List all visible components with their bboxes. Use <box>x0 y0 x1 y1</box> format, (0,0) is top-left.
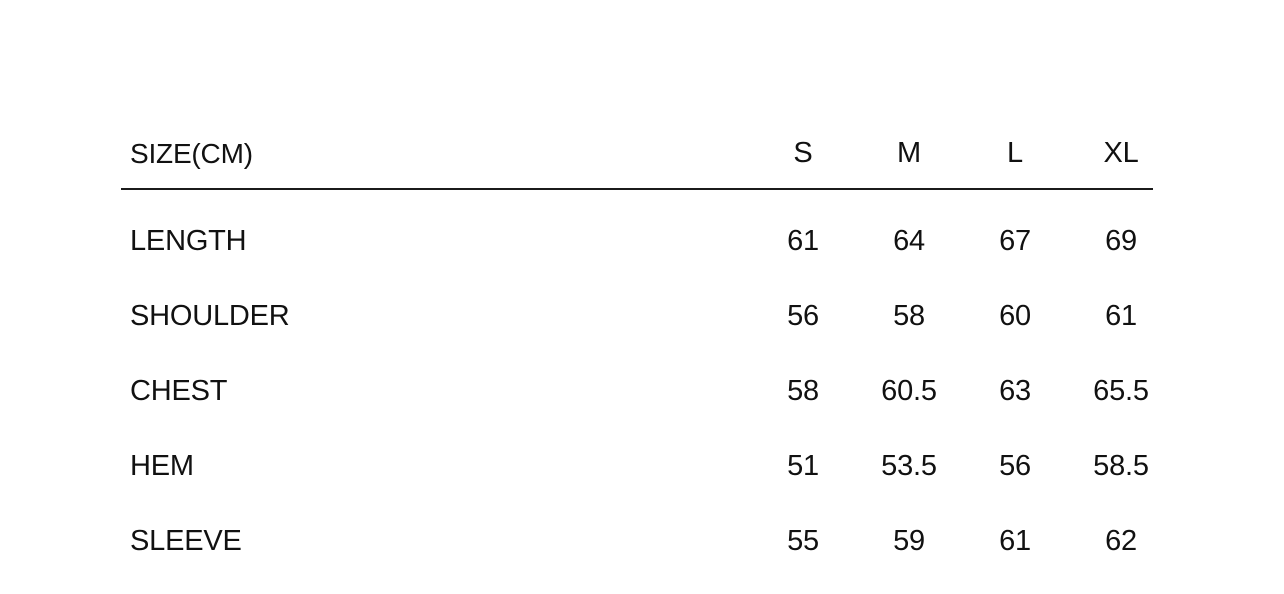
cell-value: 56 <box>999 450 1031 482</box>
row-label: CHEST <box>130 375 228 407</box>
table-row-length: LENGTH 61 64 67 69 <box>121 204 1174 279</box>
cell-value: 61 <box>1105 300 1137 332</box>
column-header-m: M <box>897 137 921 169</box>
column-header-s: S <box>793 137 813 169</box>
table-row-sleeve: SLEEVE 55 59 61 62 <box>121 504 1174 579</box>
table-body: LENGTH 61 64 67 69 SHOULDER 56 58 60 61 … <box>121 204 1174 579</box>
table-row-chest: CHEST 58 60.5 63 65.5 <box>121 354 1174 429</box>
cell-value: 60.5 <box>881 375 937 407</box>
cell-value: 67 <box>999 225 1031 257</box>
cell-value: 60 <box>999 300 1031 332</box>
cell-value: 56 <box>787 300 819 332</box>
row-label: SLEEVE <box>130 525 242 557</box>
table-row-hem: HEM 51 53.5 56 58.5 <box>121 429 1174 504</box>
size-chart-header-row: SIZE(CM) S M L XL <box>121 137 1174 169</box>
column-header-xl: XL <box>1103 137 1139 169</box>
row-label: SHOULDER <box>130 300 290 332</box>
header-divider <box>121 188 1153 190</box>
column-header-l: L <box>1007 137 1023 169</box>
cell-value: 62 <box>1105 525 1137 557</box>
cell-value: 51 <box>787 450 819 482</box>
size-chart-table: SIZE(CM) S M L XL LENGTH 61 64 67 69 SHO… <box>121 137 1174 579</box>
table-row-shoulder: SHOULDER 56 58 60 61 <box>121 279 1174 354</box>
cell-value: 58.5 <box>1093 450 1149 482</box>
row-label: LENGTH <box>130 225 247 257</box>
cell-value: 64 <box>893 225 925 257</box>
cell-value: 58 <box>893 300 925 332</box>
cell-value: 58 <box>787 375 819 407</box>
cell-value: 63 <box>999 375 1031 407</box>
row-label: HEM <box>130 450 194 482</box>
cell-value: 53.5 <box>881 450 937 482</box>
cell-value: 55 <box>787 525 819 557</box>
cell-value: 61 <box>999 525 1031 557</box>
cell-value: 59 <box>893 525 925 557</box>
cell-value: 61 <box>787 225 819 257</box>
cell-value: 69 <box>1105 225 1137 257</box>
cell-value: 65.5 <box>1093 375 1149 407</box>
size-unit-header: SIZE(CM) <box>130 137 253 169</box>
